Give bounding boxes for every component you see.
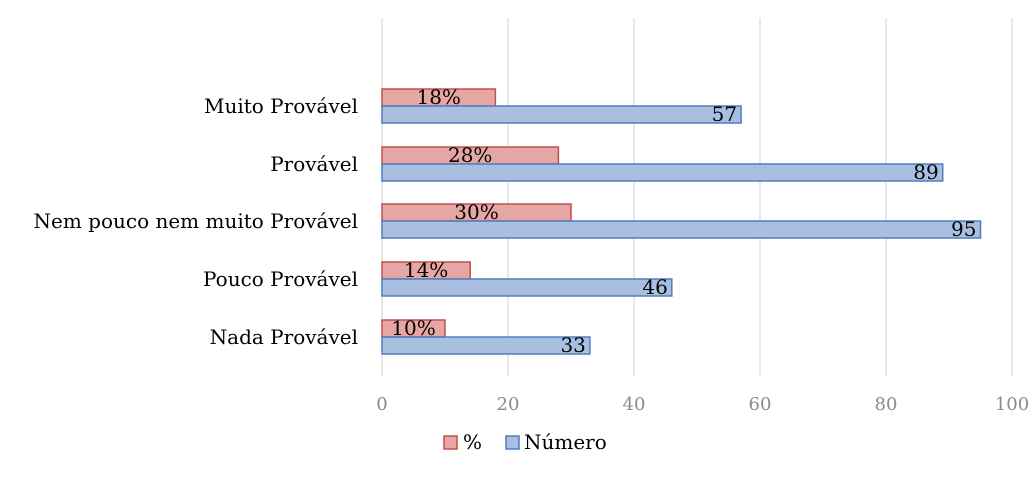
x-tick-label: 60 bbox=[749, 394, 772, 415]
bar-numero bbox=[381, 105, 742, 124]
category-label: Nem pouco nem muito Provável bbox=[33, 209, 358, 233]
data-label-percent: 18% bbox=[416, 85, 460, 109]
data-label-numero: 89 bbox=[913, 160, 938, 184]
legend-swatch-percent bbox=[443, 435, 458, 450]
data-label-percent: 14% bbox=[404, 258, 448, 282]
data-label-numero: 95 bbox=[951, 217, 976, 241]
x-tick-label: 100 bbox=[995, 394, 1029, 415]
data-label-percent: 30% bbox=[454, 200, 498, 224]
bar-numero bbox=[381, 163, 944, 182]
category-labels: Muito Provável Provável Nem pouco nem muit… bbox=[33, 94, 358, 349]
legend-swatch-numero bbox=[505, 435, 520, 450]
x-tick-label: 40 bbox=[623, 394, 646, 415]
category-label: Muito Provável bbox=[204, 94, 358, 118]
data-label-numero: 33 bbox=[560, 333, 585, 357]
x-axis-ticks: 0 20 40 60 80 100 bbox=[376, 394, 1029, 415]
bars: 18% 57 28% 89 30% 95 14% 46 10% 33 bbox=[381, 85, 982, 357]
data-label-percent: 10% bbox=[391, 316, 435, 340]
category-label: Nada Provável bbox=[210, 325, 358, 349]
x-tick-label: 80 bbox=[875, 394, 898, 415]
x-tick-label: 20 bbox=[497, 394, 520, 415]
data-label-numero: 46 bbox=[642, 275, 667, 299]
legend-label-percent: % bbox=[463, 430, 482, 454]
category-label: Pouco Provável bbox=[203, 267, 358, 291]
bar-numero bbox=[381, 336, 591, 355]
bar-numero bbox=[381, 220, 982, 239]
category-label: Provável bbox=[270, 152, 358, 176]
legend-label-numero: Número bbox=[524, 430, 607, 454]
legend: % Número bbox=[443, 430, 607, 454]
x-tick-label: 0 bbox=[376, 394, 387, 415]
gridlines bbox=[381, 18, 1013, 376]
data-label-percent: 28% bbox=[448, 143, 492, 167]
data-label-numero: 57 bbox=[712, 102, 737, 126]
bar-numero bbox=[381, 278, 673, 297]
